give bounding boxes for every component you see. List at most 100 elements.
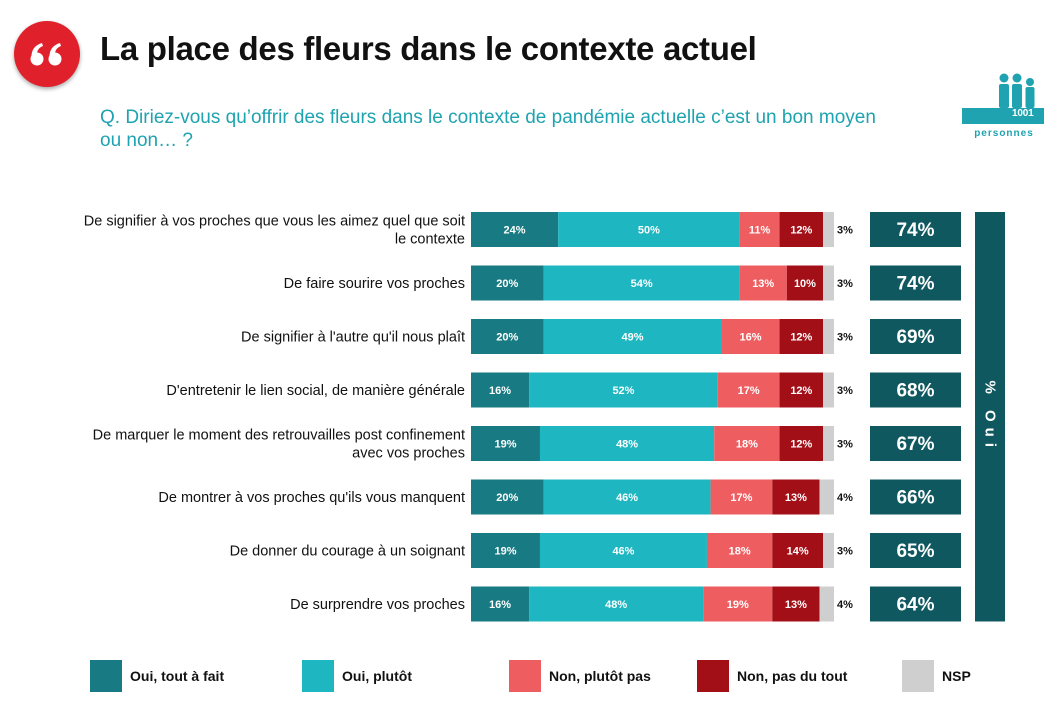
summary-box (870, 265, 961, 301)
data-label: 48% (605, 599, 627, 611)
bar-segment (779, 372, 824, 408)
bar-segment (471, 372, 530, 408)
summary-value: 64% (896, 595, 934, 616)
data-label: 16% (739, 332, 761, 344)
bar-segment (779, 212, 824, 247)
data-label: 24% (504, 225, 526, 237)
bar-segment (739, 265, 787, 301)
data-label: 12% (790, 385, 812, 397)
legend-swatch (90, 660, 122, 692)
summary-value: 65% (896, 541, 934, 562)
summary-box (870, 212, 961, 247)
summary-box (870, 586, 961, 622)
bar-segment (471, 479, 544, 515)
summary-box (870, 372, 961, 408)
bar-segment (539, 533, 707, 568)
summary-value: 74% (896, 274, 934, 295)
summary-header-label: % Oui (982, 380, 999, 453)
survey-question: Q. Diriez-vous qu’offrir des fleurs dans… (100, 107, 876, 151)
data-label: 48% (616, 439, 638, 451)
bar-segment (471, 212, 559, 247)
data-label: 19% (727, 599, 749, 611)
bar-segment (819, 479, 834, 515)
category-label: De signifier à vos proches que vous les … (84, 214, 465, 230)
data-label: 12% (790, 225, 812, 237)
bar-segment (823, 319, 834, 354)
bar-segment (471, 319, 544, 354)
bar-segment (823, 426, 834, 461)
bar-segment (539, 426, 715, 461)
data-label: 3% (837, 332, 853, 344)
bar-segment (772, 586, 820, 622)
category-label: De montrer à vos proches qu'ils vous man… (158, 490, 465, 506)
bar-segment (471, 533, 540, 568)
quote-badge (14, 21, 80, 87)
quote-icon (30, 43, 62, 66)
legend-label: Non, plutôt pas (549, 668, 651, 684)
data-label: 12% (790, 332, 812, 344)
data-label: 14% (787, 546, 809, 558)
bar-segment (714, 426, 780, 461)
legend-label: Oui, tout à fait (130, 668, 225, 684)
bar-segment (710, 479, 773, 515)
summary-box (870, 426, 961, 461)
summary-header-bar (975, 212, 1005, 622)
bar-segment (779, 426, 824, 461)
data-label: 19% (494, 546, 516, 558)
summary-value: 66% (896, 488, 934, 509)
data-label: 49% (622, 332, 644, 344)
legend-label: Oui, plutôt (342, 668, 412, 684)
logo-number: 1001 (1012, 108, 1034, 119)
data-label: 4% (837, 599, 853, 611)
legend-swatch (902, 660, 934, 692)
data-label: 3% (837, 278, 853, 290)
data-label: 46% (616, 492, 638, 504)
data-label: 20% (496, 332, 518, 344)
stacked-bar-chart: De signifier à vos proches que vous les … (84, 212, 1005, 622)
data-label: 3% (837, 385, 853, 397)
bar-segment (823, 533, 834, 568)
data-label: 19% (494, 439, 516, 451)
legend-swatch (302, 660, 334, 692)
legend-label: Non, pas du tout (737, 668, 848, 684)
category-label: De marquer le moment des retrouvailles p… (93, 428, 465, 444)
bar-segment (823, 372, 834, 408)
data-label: 12% (790, 439, 812, 451)
bar-segment (703, 586, 773, 622)
data-label: 18% (729, 546, 751, 558)
data-label: 13% (785, 492, 807, 504)
data-label: 50% (638, 225, 660, 237)
category-label: De signifier à l'autre qu'il nous plaît (241, 330, 465, 346)
bar-segment (823, 212, 834, 247)
bar-segment (471, 265, 544, 301)
summary-value: 67% (896, 434, 934, 455)
data-label: 4% (837, 492, 853, 504)
summary-box (870, 319, 961, 354)
bar-segment (772, 479, 820, 515)
bar-segment (721, 319, 780, 354)
bar-segment (786, 265, 824, 301)
legend-swatch (697, 660, 729, 692)
data-label: 3% (837, 546, 853, 558)
bar-segment (819, 586, 834, 622)
data-label: 20% (496, 278, 518, 290)
bar-segment (543, 265, 740, 301)
bar-segment (739, 212, 780, 247)
bar-segment (471, 586, 530, 622)
data-label: 20% (496, 492, 518, 504)
data-label: 52% (612, 385, 634, 397)
logo: 1001 personnes (962, 72, 1046, 148)
legend-swatch (509, 660, 541, 692)
bar-segment (543, 319, 722, 354)
bar-segment (772, 533, 824, 568)
bar-segment (471, 426, 540, 461)
logo-subtitle: personnes (974, 128, 1034, 139)
people-icon (962, 73, 1044, 124)
data-label: 46% (612, 546, 634, 558)
category-label: le contexte (395, 232, 465, 248)
data-label: 16% (489, 599, 511, 611)
summary-value: 68% (896, 381, 934, 402)
chart-legend: Oui, tout à fait Oui, plutôt Non, plutôt… (0, 660, 1058, 694)
data-label: 13% (752, 278, 774, 290)
bar-segment (543, 479, 711, 515)
